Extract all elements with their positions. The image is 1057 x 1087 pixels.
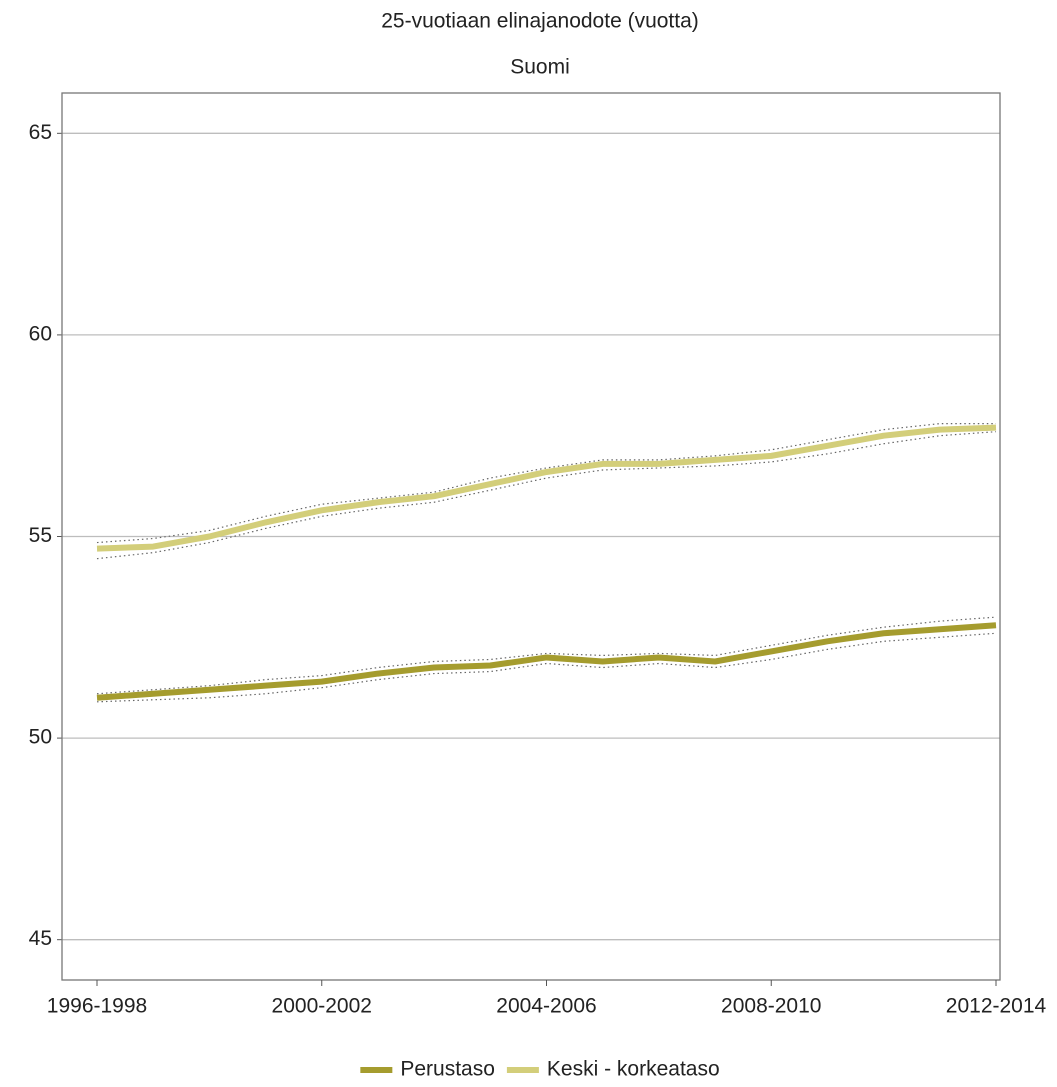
confidence-bound: [96, 632, 997, 703]
y-tick-label: 50: [29, 726, 52, 749]
x-tick-label: 2012-2014: [946, 995, 1047, 1018]
x-tick-label: 2000-2002: [272, 995, 372, 1018]
x-tick-label: 2004-2006: [496, 995, 596, 1018]
legend-label: Perustaso: [400, 1058, 495, 1081]
x-tick-label: 1996-1998: [47, 995, 147, 1018]
series-line: [96, 424, 997, 552]
confidence-bound: [96, 431, 997, 560]
y-tick-label: 55: [29, 524, 52, 547]
legend-label: Keski - korkeataso: [547, 1058, 720, 1081]
y-tick-label: 60: [29, 322, 52, 345]
plot-border: [61, 92, 1001, 981]
chart-title: 25-vuotiaan elinajanodote (vuotta): [381, 10, 699, 33]
series-line: [96, 622, 997, 701]
chart-subtitle: Suomi: [510, 56, 570, 79]
x-tick-label: 2008-2010: [721, 995, 821, 1018]
y-tick-label: 65: [29, 121, 52, 144]
y-tick-label: 45: [29, 927, 52, 950]
